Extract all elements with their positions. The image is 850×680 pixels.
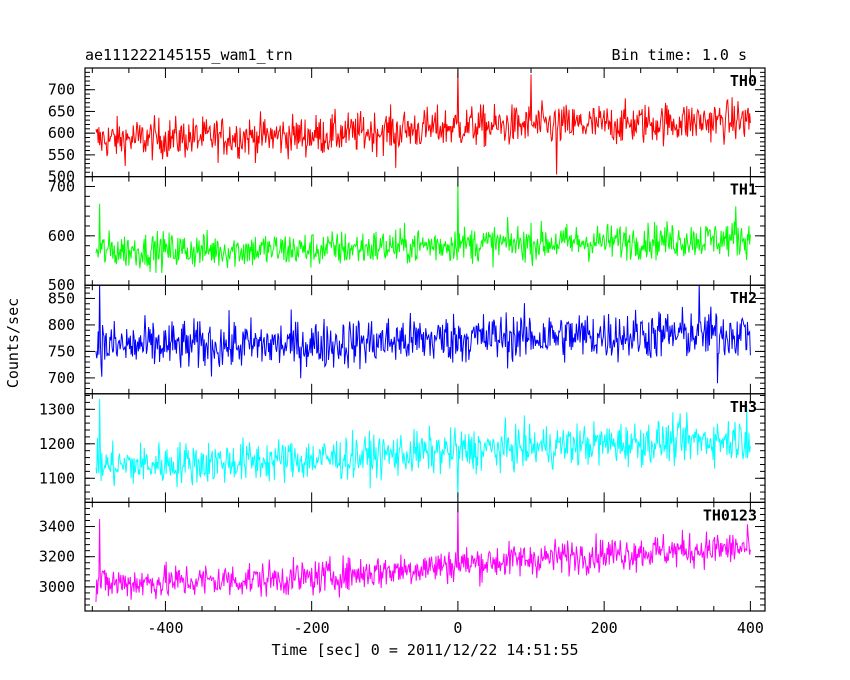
- panel-frame: [84, 501, 766, 612]
- panel-label: TH2: [730, 289, 757, 307]
- x-tick-label: 400: [737, 619, 764, 637]
- y-tick-label: 700: [48, 177, 75, 195]
- y-tick-label: 750: [48, 342, 75, 360]
- y-tick-label: 1300: [39, 400, 75, 418]
- y-tick-label: 1200: [39, 435, 75, 453]
- panel-label: TH0123: [703, 506, 757, 524]
- series-line-th0123: [95, 503, 751, 602]
- y-tick-label: 3200: [39, 548, 75, 566]
- panels-group: 500 550 600 650 700 TH0 500 600 700 TH1 700 750 800 8…: [39, 67, 766, 637]
- y-tick-label: 600: [48, 227, 75, 245]
- x-tick-label: -400: [147, 619, 183, 637]
- panel-th3: 1100 1200 1300 TH3: [39, 393, 766, 503]
- y-tick-label: 3400: [39, 518, 75, 536]
- y-tick-label: 500: [48, 276, 75, 294]
- panel-th0: 500 550 600 650 700 TH0: [48, 67, 766, 186]
- y-tick-label: 700: [48, 369, 75, 387]
- y-tick-label: 700: [48, 81, 75, 99]
- x-tick-label: -200: [294, 619, 330, 637]
- chart-title-left: ae111222145155_wam1_trn: [85, 46, 293, 64]
- chart-title-right: Bin time: 1.0 s: [612, 46, 747, 64]
- panel-frame: [84, 176, 766, 286]
- panel-label: TH1: [730, 181, 757, 199]
- panel-th2: 700 750 800 850 TH2: [48, 284, 766, 395]
- panel-label: TH0: [730, 72, 757, 90]
- x-tick-label: 200: [591, 619, 618, 637]
- y-tick-label: 800: [48, 316, 75, 334]
- panel-label: TH3: [730, 398, 757, 416]
- series-line-th0: [95, 70, 751, 175]
- series-line-th3: [95, 398, 751, 499]
- y-tick-label: 3000: [39, 578, 75, 596]
- series-line-th1: [95, 179, 751, 273]
- y-tick-label: 850: [48, 289, 75, 307]
- panel-th1: 500 600 700 TH1: [48, 176, 766, 294]
- series-line-th2: [95, 285, 751, 384]
- y-tick-label: 1100: [39, 469, 75, 487]
- x-axis-label: Time [sec] 0 = 2011/12/22 14:51:55: [271, 641, 578, 659]
- y-tick-label: 500: [48, 168, 75, 186]
- y-tick-label: 550: [48, 146, 75, 164]
- panel-th0123: 3000 3200 3400 TH0123: [39, 501, 766, 612]
- y-axis-label: Counts/sec: [4, 298, 22, 388]
- y-tick-label: 600: [48, 124, 75, 142]
- x-tick-label: 0: [453, 619, 462, 637]
- y-tick-label: 650: [48, 102, 75, 120]
